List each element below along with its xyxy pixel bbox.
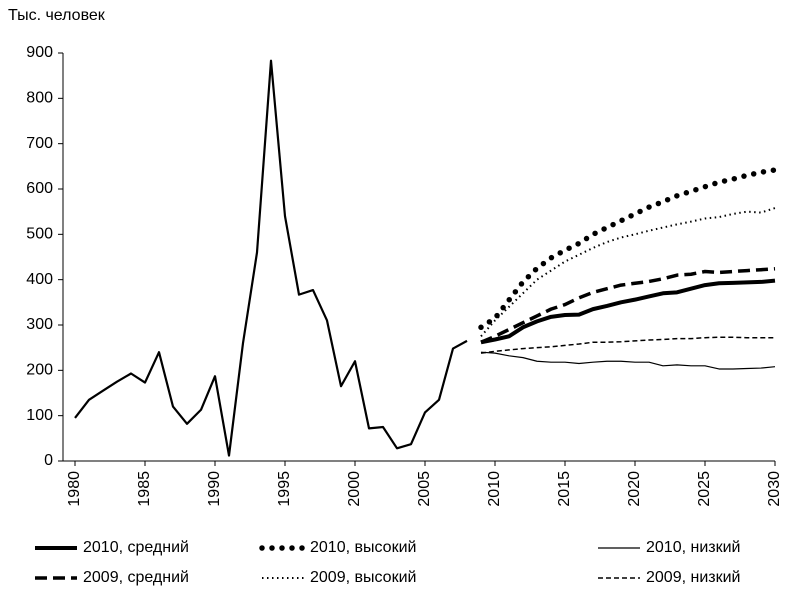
x-tick-label: 1995 — [276, 471, 293, 507]
y-tick-label: 300 — [26, 316, 53, 333]
series-line — [480, 267, 776, 344]
y-tick-label: 600 — [26, 180, 53, 197]
y-tick-label: 700 — [26, 135, 53, 152]
series-line — [480, 351, 776, 370]
legend-label: 2009, низкий — [646, 569, 740, 586]
x-tick-label: 2025 — [696, 471, 713, 507]
series-line — [74, 59, 468, 457]
legend-label: 2009, средний — [83, 569, 189, 586]
series-line — [478, 167, 778, 331]
x-tick-label: 2015 — [556, 471, 573, 507]
y-tick-label: 100 — [26, 407, 53, 424]
legend-label: 2010, средний — [83, 539, 189, 556]
x-tick-label: 1985 — [136, 471, 153, 507]
y-tick-label: 400 — [26, 271, 53, 288]
legend-label: 2010, низкий — [646, 539, 740, 556]
series-line — [480, 278, 776, 345]
y-axis-label: Тыс. человек — [8, 7, 106, 24]
x-tick-label: 1990 — [206, 471, 223, 507]
y-tick-label: 800 — [26, 90, 53, 107]
legend-label: 2010, высокий — [310, 539, 416, 556]
x-tick-label: 1980 — [66, 471, 83, 507]
y-tick-label: 500 — [26, 226, 53, 243]
series-line — [480, 207, 776, 337]
y-tick-label: 0 — [44, 452, 53, 469]
y-tick-label: 200 — [26, 362, 53, 379]
series-line — [480, 336, 775, 354]
x-tick-label: 2000 — [346, 471, 363, 507]
x-tick-label: 2005 — [416, 471, 433, 507]
legend-label: 2009, высокий — [310, 569, 416, 586]
x-tick-label: 2010 — [486, 471, 503, 507]
y-tick-label: 900 — [26, 44, 53, 61]
x-tick-label: 2020 — [626, 471, 643, 507]
x-tick-label: 2030 — [766, 471, 783, 507]
